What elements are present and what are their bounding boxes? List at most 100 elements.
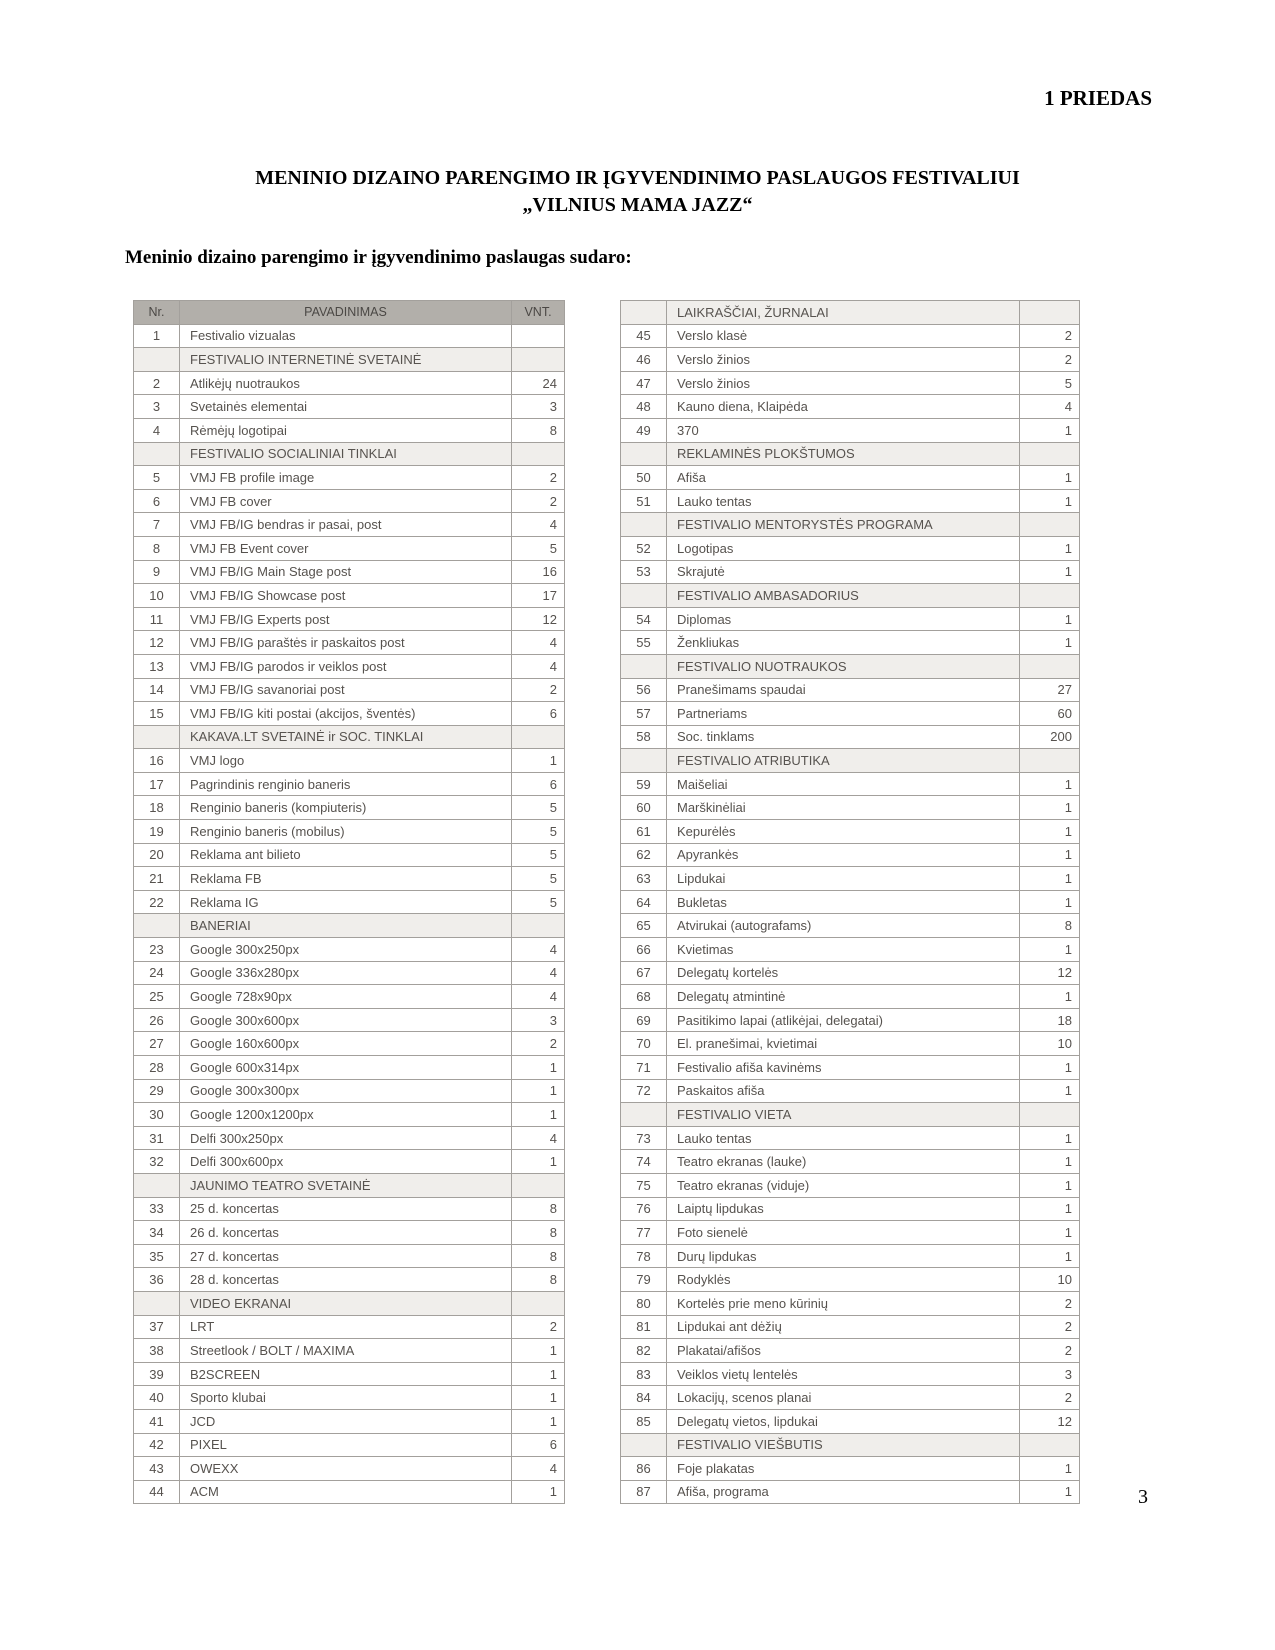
table-row: 20 Reklama ant bilieto 5 — [133, 842, 565, 868]
row-name-cell: Delfi 300x250px — [179, 1125, 512, 1151]
row-qty-cell: 12 — [1019, 1408, 1080, 1434]
row-name-cell: Rodyklės — [666, 1267, 1020, 1292]
section-row: FESTIVALIO AMBASADORIUS — [620, 583, 1080, 608]
table-row: 36 28 d. koncertas 8 — [133, 1267, 565, 1292]
row-name-cell: Paskaitos afiša — [666, 1078, 1020, 1104]
table-row: 57 Partneriams 60 — [620, 701, 1080, 726]
row-qty-cell: 16 — [511, 559, 565, 585]
table-row: 44 ACM 1 — [133, 1479, 565, 1505]
row-number-cell: 82 — [620, 1338, 667, 1363]
row-number-cell — [620, 583, 667, 608]
row-number-cell: 49 — [620, 417, 667, 443]
row-qty-cell: 1 — [1019, 771, 1080, 797]
row-number-cell: 51 — [620, 488, 667, 514]
row-name-cell: VMJ FB profile image — [179, 465, 512, 490]
row-number-cell: 71 — [620, 1055, 667, 1080]
col-header-qty: VNT. — [511, 300, 565, 325]
row-qty-cell: 12 — [1019, 960, 1080, 986]
row-name-cell: Streetlook / BOLT / MAXIMA — [179, 1338, 512, 1363]
table-row: 78 Durų lipdukas 1 — [620, 1243, 1080, 1269]
row-qty-cell: 1 — [1019, 417, 1080, 443]
table-row: 22 Reklama IG 5 — [133, 889, 565, 915]
row-number-cell: 67 — [620, 960, 667, 986]
row-qty-cell: 6 — [511, 771, 565, 797]
row-name-cell: Plakatai/afišos — [666, 1338, 1020, 1363]
row-qty-cell: 2 — [511, 677, 565, 703]
table-row: 12 VMJ FB/IG paraštės ir paskaitos post 4 — [133, 630, 565, 655]
row-qty-cell: 2 — [1019, 1338, 1080, 1363]
row-number-cell: 53 — [620, 559, 667, 585]
row-qty-cell: 2 — [1019, 1290, 1080, 1316]
row-qty-cell: 10 — [1019, 1267, 1080, 1292]
table-row: 69 Pasitikimo lapai (atlikėjai, delegatai… — [620, 1007, 1080, 1033]
row-number-cell: 37 — [133, 1314, 180, 1340]
row-name-cell: VMJ FB/IG kiti postai (akcijos, šventės) — [179, 701, 512, 726]
row-number-cell — [133, 913, 180, 939]
row-number-cell: 1 — [133, 323, 180, 349]
table-row: 4 Rėmėjų logotipai 8 — [133, 417, 565, 443]
row-number-cell — [620, 300, 667, 325]
row-name-cell: Lauko tentas — [666, 1125, 1020, 1151]
row-name-cell: FESTIVALIO AMBASADORIUS — [666, 583, 1020, 608]
row-name-cell: Reklama ant bilieto — [179, 842, 512, 868]
row-qty-cell: 2 — [1019, 1385, 1080, 1410]
row-qty-cell: 1 — [511, 1102, 565, 1127]
table-row: 73 Lauko tentas 1 — [620, 1125, 1080, 1151]
table-row: 7 VMJ FB/IG bendras ir pasai, post 4 — [133, 512, 565, 537]
left-table-body: 1 Festivalio vizualas FESTIVALIO INTERNETI… — [133, 323, 565, 1505]
annex-label: 1 PRIEDAS — [1044, 86, 1152, 110]
table-row: 52 Logotipas 1 — [620, 535, 1080, 561]
row-number-cell: 27 — [133, 1031, 180, 1056]
row-number-cell: 6 — [133, 488, 180, 514]
services-table-right: LAIKRAŠČIAI, ŽURNALAI 45 Verslo klasė 2 46 Ve… — [620, 300, 1080, 1505]
row-number-cell: 8 — [133, 535, 180, 561]
row-qty-cell: 1 — [1019, 1456, 1080, 1481]
row-qty-cell: 1 — [1019, 889, 1080, 915]
table-row: 6 VMJ FB cover 2 — [133, 488, 565, 514]
row-number-cell — [620, 512, 667, 537]
row-qty-cell: 4 — [511, 653, 565, 679]
row-qty-cell: 6 — [511, 1432, 565, 1458]
row-qty-cell: 1 — [511, 1149, 565, 1174]
row-number-cell: 35 — [133, 1243, 180, 1269]
row-qty-cell: 8 — [511, 1220, 565, 1245]
table-row: 26 Google 300x600px 3 — [133, 1007, 565, 1033]
row-number-cell: 5 — [133, 465, 180, 490]
row-name-cell: Verslo žinios — [666, 370, 1020, 396]
section-row: KAKAVA.LT SVETAINĖ ir SOC. TINKLAI — [133, 724, 565, 750]
row-qty-cell: 18 — [1019, 1007, 1080, 1033]
row-number-cell: 79 — [620, 1267, 667, 1292]
table-row: 74 Teatro ekranas (lauke) 1 — [620, 1149, 1080, 1174]
row-qty-cell: 4 — [511, 512, 565, 537]
row-number-cell: 17 — [133, 771, 180, 797]
row-name-cell: VMJ FB/IG parodos ir veiklos post — [179, 653, 512, 679]
row-number-cell: 63 — [620, 866, 667, 891]
row-name-cell: Teatro ekranas (lauke) — [666, 1149, 1020, 1174]
row-number-cell: 77 — [620, 1220, 667, 1245]
row-name-cell: Lokacijų, scenos planai — [666, 1385, 1020, 1410]
row-name-cell: Atlikėjų nuotraukos — [179, 370, 512, 396]
row-name-cell: VMJ FB/IG Showcase post — [179, 583, 512, 608]
row-qty-cell — [1019, 748, 1080, 773]
table-row: 53 Skrajutė 1 — [620, 559, 1080, 585]
row-name-cell: Rėmėjų logotipai — [179, 417, 512, 443]
table-row: 29 Google 300x300px 1 — [133, 1078, 565, 1104]
table-row: 56 Pranešimams spaudai 27 — [620, 677, 1080, 703]
row-number-cell: 60 — [620, 795, 667, 821]
section-row: BANERIAI — [133, 913, 565, 939]
row-name-cell: Afiša — [666, 465, 1020, 490]
table-row: 27 Google 160x600px 2 — [133, 1031, 565, 1056]
row-name-cell: ACM — [179, 1479, 512, 1505]
row-qty-cell: 1 — [1019, 937, 1080, 962]
row-qty-cell: 200 — [1019, 724, 1080, 750]
table-row: 42 PIXEL 6 — [133, 1432, 565, 1458]
table-row: 33 25 d. koncertas 8 — [133, 1196, 565, 1222]
row-name-cell: Soc. tinklams — [666, 724, 1020, 750]
row-qty-cell: 1 — [1019, 606, 1080, 632]
row-name-cell: OWEXX — [179, 1456, 512, 1481]
row-name-cell: Laiptų lipdukas — [666, 1196, 1020, 1222]
table-row: 61 Kepurėlės 1 — [620, 819, 1080, 844]
row-number-cell: 4 — [133, 417, 180, 443]
services-table-left: Nr. PAVADINIMAS VNT. 1 Festivalio vizuala… — [133, 300, 565, 1505]
